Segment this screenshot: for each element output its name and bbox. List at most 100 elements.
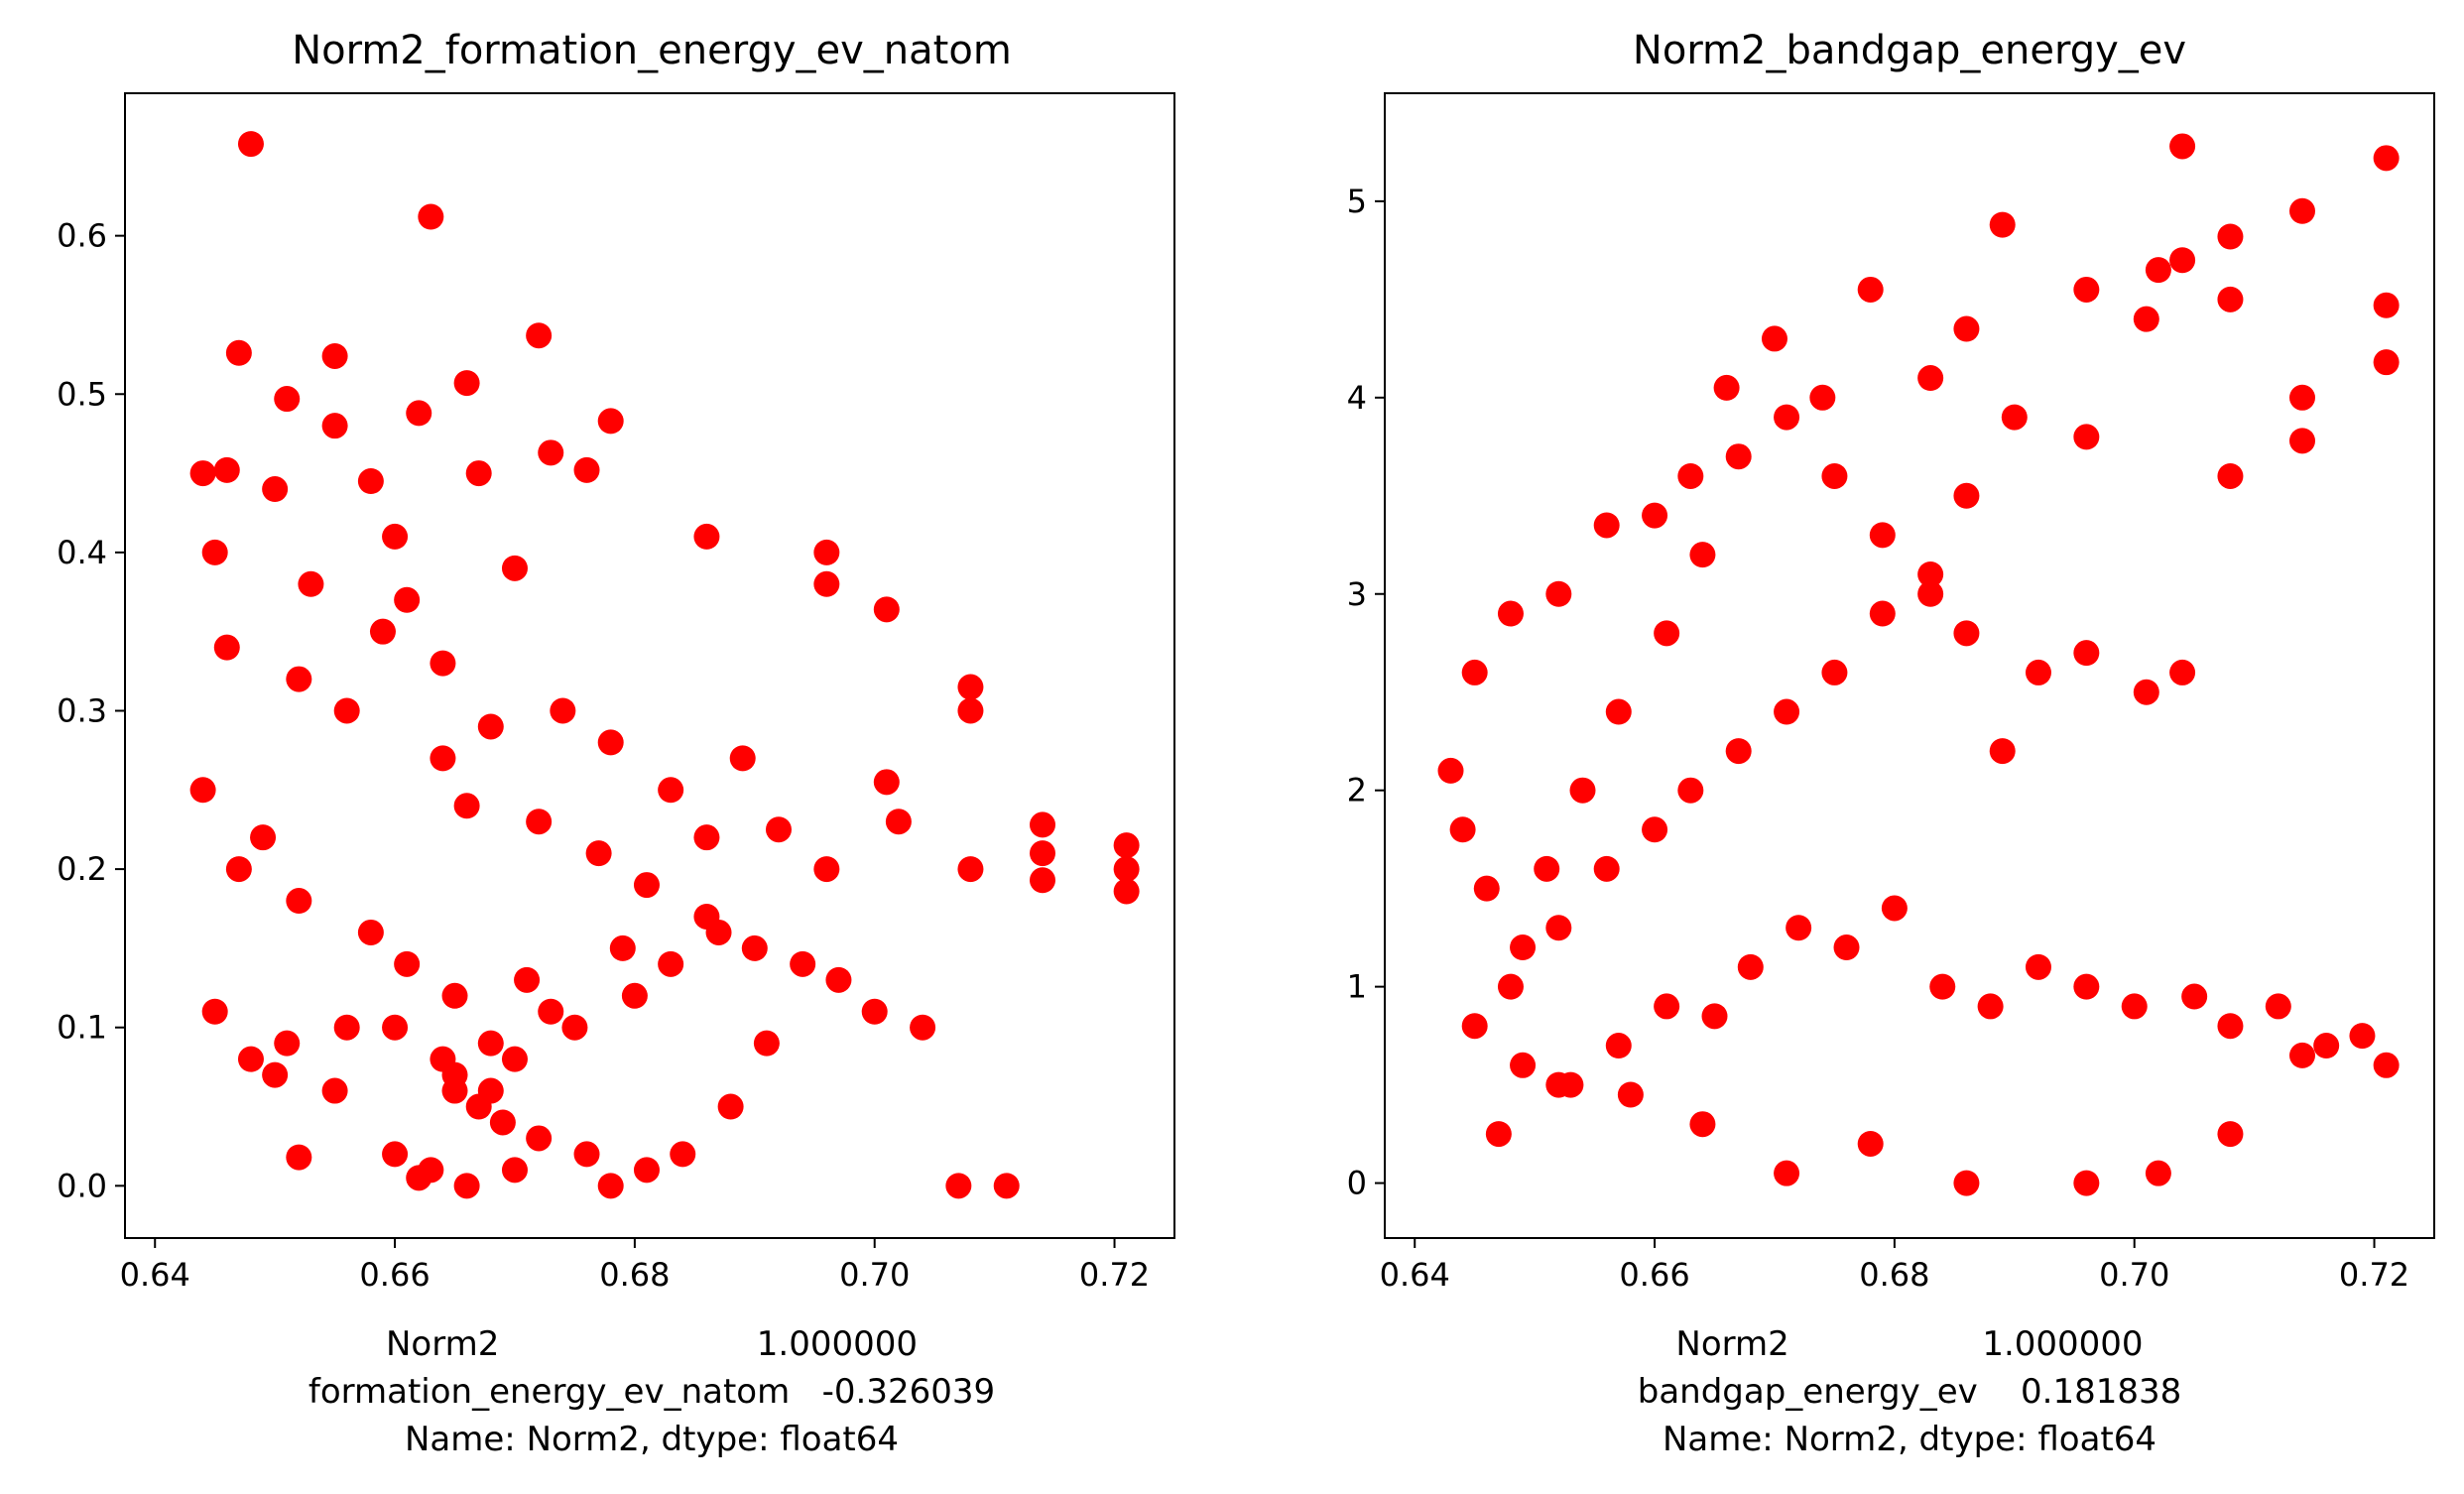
x-tick-label: 0.72 bbox=[2339, 1256, 2409, 1294]
axes-frame bbox=[1384, 92, 2435, 1239]
chart-title: Norm2_bandgap_energy_ev bbox=[1633, 28, 2186, 73]
data-point bbox=[501, 555, 528, 581]
data-point bbox=[189, 777, 216, 804]
data-point bbox=[2217, 286, 2244, 312]
chart-title: Norm2_formation_energy_ev_natom bbox=[292, 28, 1012, 73]
data-point bbox=[1497, 973, 1524, 1000]
data-point bbox=[201, 539, 228, 565]
data-point bbox=[1461, 659, 1488, 685]
data-point bbox=[1113, 856, 1140, 883]
data-point bbox=[418, 203, 444, 230]
data-point bbox=[213, 456, 240, 483]
data-point bbox=[1701, 1003, 1728, 1030]
data-point bbox=[453, 370, 480, 397]
data-point bbox=[2373, 349, 2400, 376]
data-point bbox=[1677, 777, 1704, 804]
data-point bbox=[298, 570, 324, 597]
x-tick-label: 0.68 bbox=[1859, 1256, 1929, 1294]
data-point bbox=[2025, 953, 2051, 980]
data-point bbox=[1689, 1111, 1716, 1138]
data-point bbox=[2121, 993, 2148, 1020]
data-point bbox=[1809, 384, 1836, 411]
data-point bbox=[1545, 915, 1572, 941]
axes-frame bbox=[124, 92, 1175, 1239]
data-point bbox=[1989, 211, 2016, 238]
data-point bbox=[1654, 993, 1680, 1020]
data-point bbox=[237, 131, 264, 158]
data-point bbox=[357, 468, 384, 495]
xlabel-line-2: bandgap_energy_ev 0.181838 bbox=[1638, 1372, 2182, 1412]
data-point bbox=[741, 934, 768, 961]
data-point bbox=[1593, 855, 1620, 882]
data-point bbox=[2313, 1033, 2340, 1059]
data-point bbox=[1473, 875, 1500, 902]
data-point bbox=[1642, 502, 1668, 529]
data-point bbox=[573, 1141, 600, 1168]
xlabel-line-2: formation_energy_ev_natom -0.326039 bbox=[308, 1372, 995, 1412]
data-point bbox=[910, 1014, 936, 1041]
data-point bbox=[717, 1093, 744, 1120]
data-point bbox=[321, 413, 348, 439]
data-point bbox=[2349, 1023, 2376, 1050]
data-point bbox=[609, 934, 636, 961]
data-point bbox=[477, 713, 504, 740]
data-point bbox=[2145, 257, 2171, 284]
data-point bbox=[597, 729, 624, 756]
data-point bbox=[225, 339, 252, 366]
data-point bbox=[550, 697, 576, 724]
y-tick-label: 0.2 bbox=[57, 850, 107, 888]
data-point bbox=[2217, 1121, 2244, 1148]
data-point bbox=[501, 1157, 528, 1183]
data-point bbox=[561, 1014, 588, 1041]
x-tick-label: 0.66 bbox=[359, 1256, 430, 1294]
data-point bbox=[406, 400, 432, 427]
x-axis-ticks: 0.64 0.66 0.68 0.70 0.72 bbox=[120, 1238, 1150, 1294]
plot-formation-energy: Norm2_formation_energy_ev_natom 0.64 0.66… bbox=[57, 28, 1175, 1459]
xlabel-line-1: Norm2 1.000000 bbox=[1675, 1324, 2143, 1364]
data-point bbox=[957, 856, 984, 883]
data-point bbox=[406, 1165, 432, 1191]
data-point bbox=[489, 1109, 516, 1136]
data-point bbox=[1569, 777, 1596, 804]
data-point bbox=[1917, 560, 1944, 587]
data-point bbox=[2073, 1170, 2100, 1196]
data-point bbox=[382, 1014, 409, 1041]
data-point bbox=[1833, 934, 1860, 961]
y-tick-label: 1 bbox=[1347, 968, 1367, 1006]
data-point bbox=[225, 856, 252, 883]
data-point bbox=[1761, 325, 1787, 352]
x-axis-ticks: 0.64 0.66 0.68 0.70 0.72 bbox=[1380, 1238, 2409, 1294]
y-tick-label: 0.4 bbox=[57, 534, 107, 571]
data-point bbox=[382, 1141, 409, 1168]
data-point bbox=[1917, 365, 1944, 392]
data-point bbox=[1774, 1160, 1800, 1186]
data-point bbox=[2288, 428, 2315, 454]
data-point bbox=[1953, 620, 1980, 647]
x-tick-label: 0.70 bbox=[839, 1256, 910, 1294]
data-point bbox=[477, 1030, 504, 1057]
x-tick-label: 0.72 bbox=[1079, 1256, 1150, 1294]
data-point bbox=[1953, 482, 1980, 509]
data-point bbox=[753, 1030, 780, 1057]
data-point bbox=[477, 1077, 504, 1104]
data-point bbox=[2288, 197, 2315, 224]
data-point bbox=[1029, 867, 1055, 894]
data-point bbox=[1437, 757, 1464, 784]
data-point bbox=[1510, 934, 1537, 961]
data-point bbox=[1593, 512, 1620, 539]
x-tick-label: 0.66 bbox=[1619, 1256, 1689, 1294]
data-point bbox=[189, 460, 216, 487]
data-point bbox=[597, 408, 624, 435]
data-point bbox=[2073, 973, 2100, 1000]
data-point bbox=[1881, 895, 1908, 922]
data-point bbox=[658, 950, 684, 977]
data-point bbox=[2181, 983, 2208, 1010]
data-point bbox=[861, 998, 888, 1025]
data-point bbox=[873, 596, 900, 623]
data-point bbox=[705, 919, 732, 945]
data-point bbox=[1725, 443, 1752, 470]
data-point bbox=[658, 777, 684, 804]
data-point bbox=[633, 872, 660, 899]
y-tick-label: 4 bbox=[1347, 379, 1367, 417]
y-tick-label: 0.1 bbox=[57, 1009, 107, 1047]
